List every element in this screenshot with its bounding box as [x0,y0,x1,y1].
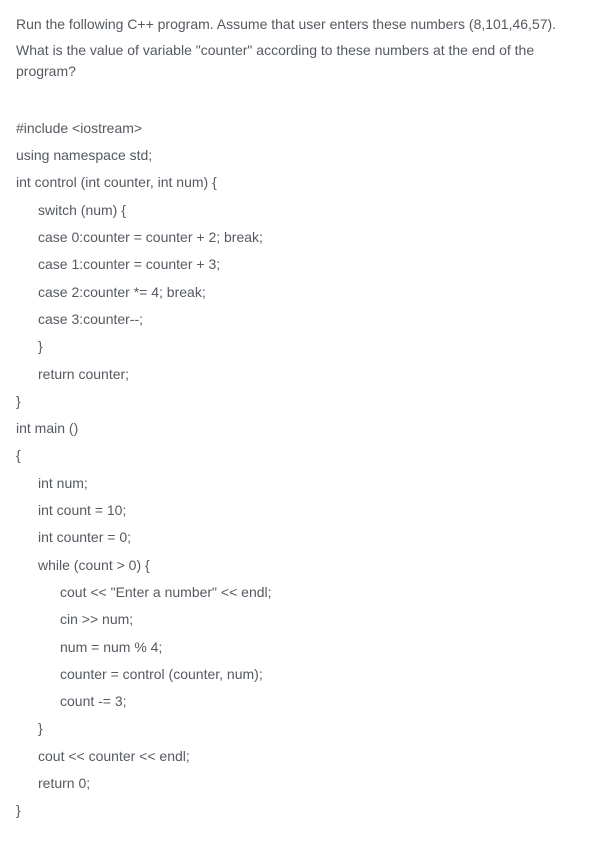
code-line: while (count > 0) { [16,552,593,579]
question-line-1: Run the following C++ program. Assume th… [16,14,593,34]
code-line: int count = 10; [16,497,593,524]
code-block: #include <iostream> using namespace std;… [16,115,593,825]
question-line-2: What is the value of variable "counter" … [16,40,593,81]
code-line: { [16,442,593,469]
code-line: cin >> num; [16,606,593,633]
code-line: } [16,333,593,360]
code-line: count -= 3; [16,688,593,715]
code-line: int counter = 0; [16,524,593,551]
code-line: int main () [16,415,593,442]
code-line: cout << "Enter a number" << endl; [16,579,593,606]
code-line: case 2:counter *= 4; break; [16,279,593,306]
code-line: return 0; [16,770,593,797]
code-line: case 3:counter--; [16,306,593,333]
code-line: int control (int counter, int num) { [16,169,593,196]
code-line: } [16,388,593,415]
code-line: case 1:counter = counter + 3; [16,251,593,278]
code-line: counter = control (counter, num); [16,661,593,688]
code-line: } [16,715,593,742]
code-line: num = num % 4; [16,634,593,661]
code-line: switch (num) { [16,197,593,224]
code-line: } [16,797,593,824]
code-line: int num; [16,470,593,497]
code-line: #include <iostream> [16,115,593,142]
code-line: case 0:counter = counter + 2; break; [16,224,593,251]
code-line: return counter; [16,361,593,388]
code-line: cout << counter << endl; [16,743,593,770]
spacer [16,87,593,115]
code-line: using namespace std; [16,142,593,169]
